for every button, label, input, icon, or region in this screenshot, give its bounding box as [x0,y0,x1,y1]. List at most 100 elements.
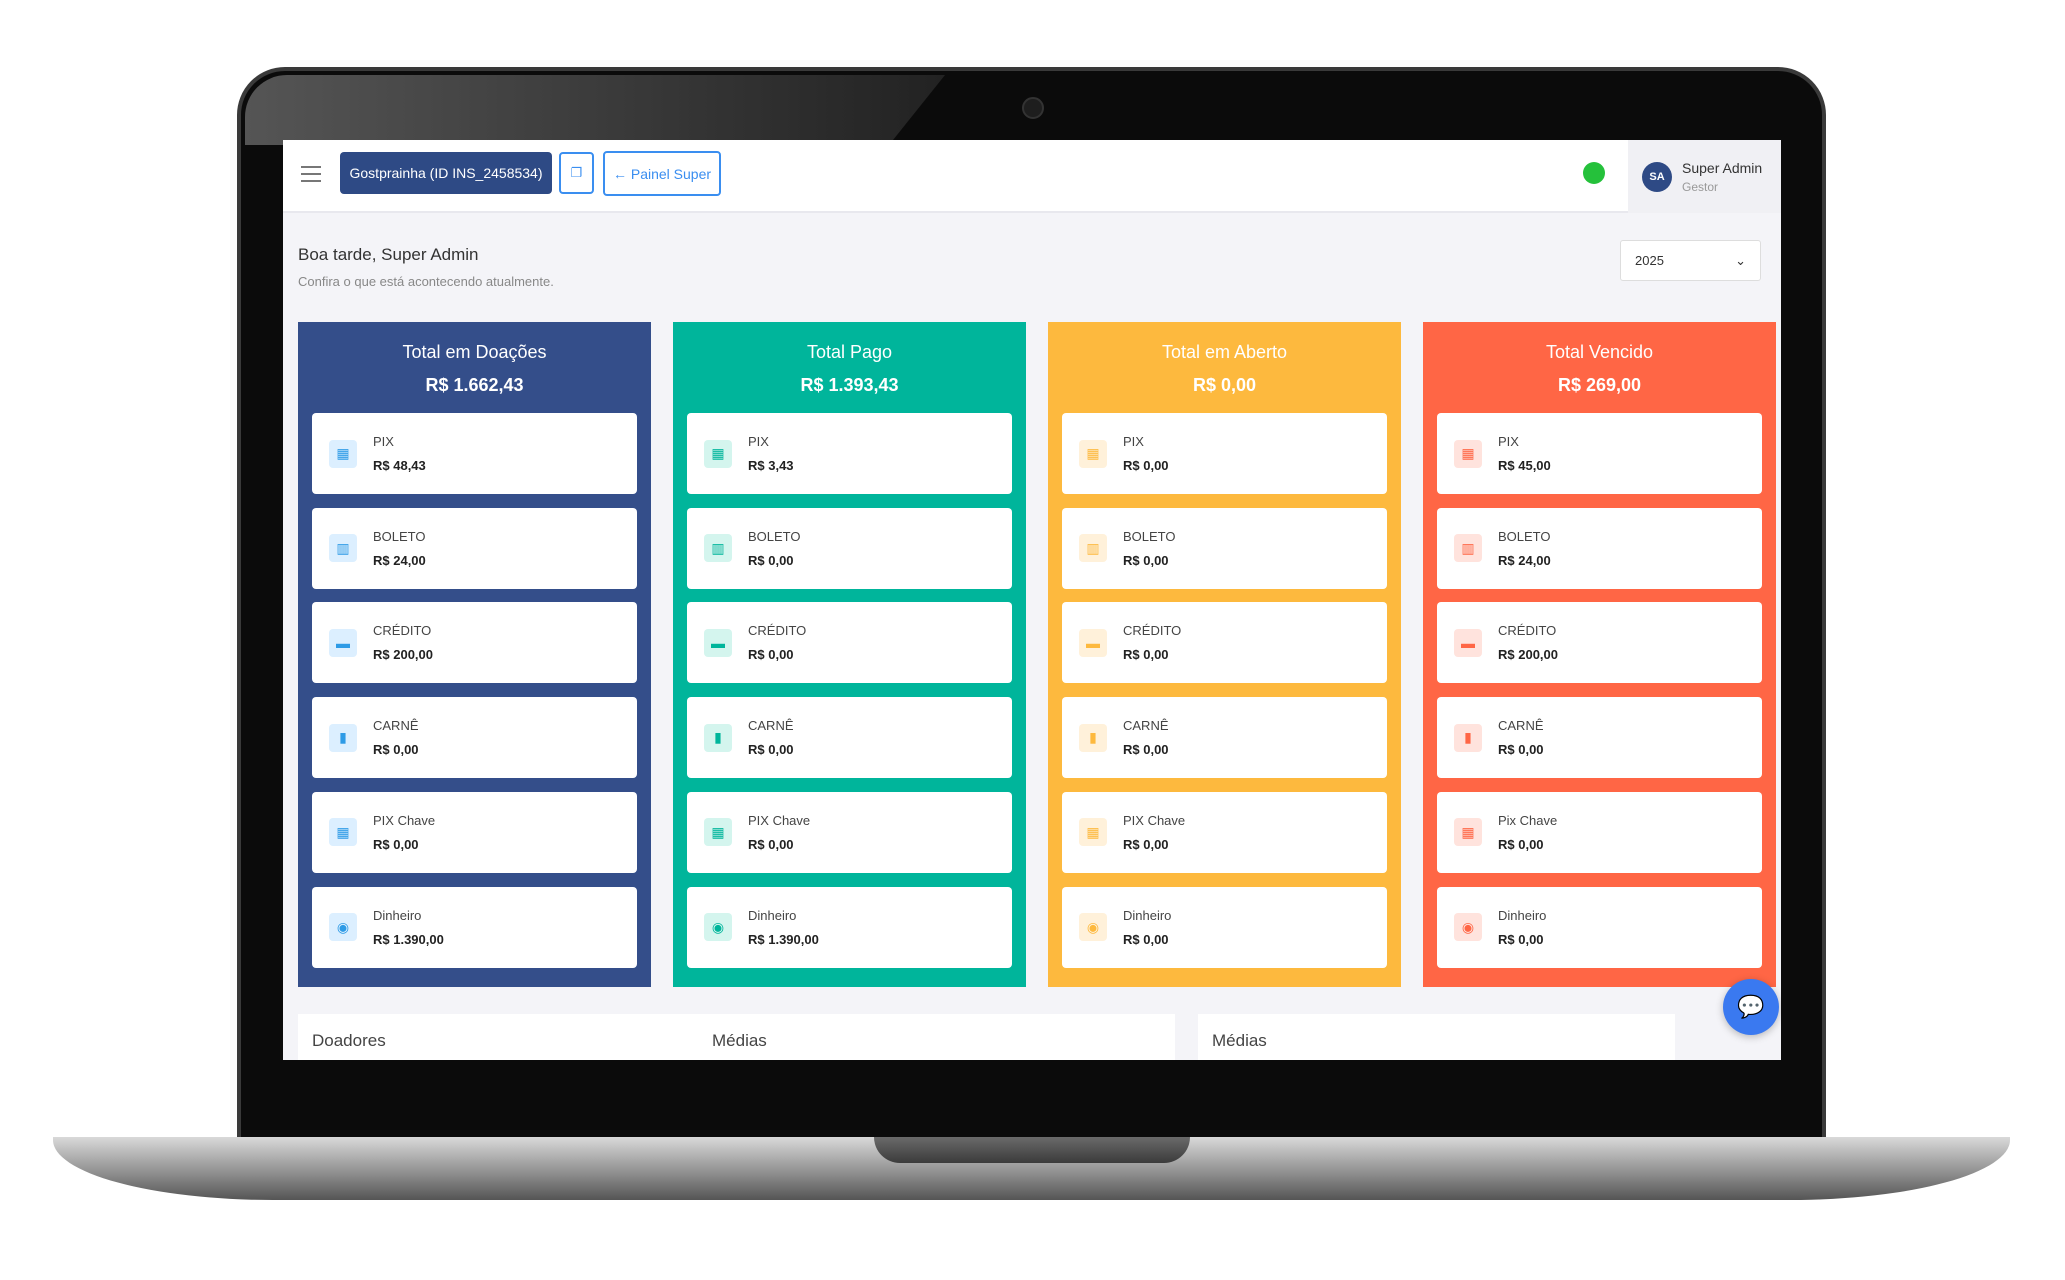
qr-code-icon: ▦ [1079,439,1107,468]
payment-value: R$ 0,00 [1498,742,1544,758]
camera-icon [1022,97,1044,119]
payment-value: R$ 45,00 [1498,458,1551,473]
payment-card: ▦ PIX R$ 3,43 [687,413,1012,494]
credit-card-icon: ▬ [1454,628,1482,657]
summary-column: Total em Aberto R$ 0,00 ▦ PIX R$ 0,00 ▥ BOLETO… [1048,322,1401,987]
payment-value: R$ 0,00 [373,836,419,852]
user-role: Gestor [1682,179,1719,194]
avatar: SA [1642,161,1672,192]
credit-card-icon: ▬ [1079,628,1107,657]
payment-value: R$ 200,00 [373,647,433,663]
payment-label: PIX [373,434,394,449]
year-select[interactable]: 2025 ⌄ [1620,240,1761,281]
year-value: 2025 [1635,253,1664,268]
pix-key-icon: ▦ [704,818,732,847]
copy-button[interactable]: ❐ [559,152,594,194]
painel-super-button[interactable]: ← Painel Super [603,151,721,196]
payment-card: ▥ BOLETO R$ 24,00 [312,507,637,589]
payment-value: R$ 0,00 [373,742,419,758]
menu-icon[interactable] [301,166,321,182]
payment-value: R$ 0,00 [1123,931,1169,947]
chevron-down-icon: ⌄ [1735,252,1746,268]
column-amount: R$ 0,00 [1192,375,1257,395]
qr-code-icon: ▦ [704,439,732,468]
summary-column: Total Vencido R$ 269,00 ▦ PIX R$ 45,00 ▥ BOLET… [1423,322,1776,987]
money-icon: ◉ [329,913,357,941]
qr-code-icon: ▦ [329,439,357,468]
payment-card: ▥ BOLETO R$ 0,00 [1062,507,1387,589]
payment-value: R$ 1.390,00 [373,931,444,947]
pix-key-icon: ▦ [1079,818,1107,847]
payment-label: BOLETO [1123,528,1176,544]
laptop-notch [874,1137,1190,1163]
payment-value: R$ 0,00 [748,742,794,758]
payment-card: ▦ PIX Chave R$ 0,00 [687,791,1012,873]
payment-label: BOLETO [1498,528,1551,544]
panel-medias-2: Médias [1198,1014,1675,1060]
payment-card: ▦ PIX R$ 0,00 [1062,413,1387,494]
payment-value: R$ 0,00 [1498,931,1544,947]
column-title: Total Vencido [1545,342,1654,362]
payment-card: ▬ CRÉDITO R$ 200,00 [1437,602,1762,684]
payment-card: ▬ CRÉDITO R$ 0,00 [687,602,1012,684]
user-name: Super Admin [1682,159,1763,176]
credit-card-icon: ▬ [329,628,357,657]
payment-value: R$ 3,43 [748,458,794,473]
payment-card: ▦ Pix Chave R$ 0,00 [1437,791,1762,873]
payment-card: ◉ Dinheiro R$ 0,00 [1062,886,1387,968]
payment-label: PIX [748,434,769,449]
column-amount: R$ 1.662,43 [425,375,524,395]
money-icon: ◉ [1079,913,1107,941]
pix-key-icon: ▦ [329,818,357,847]
column-title: Total em Doações [402,342,547,362]
barcode-icon: ▥ [329,534,357,563]
payment-label: CRÉDITO [748,623,807,639]
summary-column: Total em Doações R$ 1.662,43 ▦ PIX R$ 48,43 ▥… [298,322,651,987]
panel-medias: Médias [698,1014,1175,1060]
summary-column: Total Pago R$ 1.393,43 ▦ PIX R$ 3,43 ▥ BOLETO R… [673,322,1026,987]
payment-card: ◉ Dinheiro R$ 1.390,00 [687,886,1012,968]
payment-label: CRÉDITO [1498,623,1557,639]
column-title: Total Pago [806,342,893,362]
payment-label: PIX Chave [748,812,811,828]
chat-button[interactable]: 💬 [1723,979,1779,1035]
payment-label: CARNÊ [1498,718,1544,734]
column-amount: R$ 1.393,43 [800,375,899,395]
payment-label: CARNÊ [373,718,419,734]
carne-icon: ▮ [704,723,732,752]
payment-card: ▬ CRÉDITO R$ 0,00 [1062,602,1387,684]
payment-label: Dinheiro [1123,907,1172,923]
payment-value: R$ 48,43 [373,458,426,473]
payment-label: BOLETO [748,528,801,544]
barcode-icon: ▥ [704,534,732,563]
column-title: Total em Aberto [1161,342,1288,362]
payment-value: R$ 0,00 [748,552,794,568]
payment-card: ▮ CARNÊ R$ 0,00 [1062,697,1387,779]
payment-label: Dinheiro [373,907,422,923]
payment-value: R$ 0,00 [1123,836,1169,852]
payment-value: R$ 0,00 [748,836,794,852]
chat-icon: 💬 [1737,994,1765,1019]
payment-label: Pix Chave [1498,812,1558,828]
payment-label: CARNÊ [748,718,794,734]
payment-label: CARNÊ [1123,718,1169,734]
credit-card-icon: ▬ [704,628,732,657]
payment-value: R$ 0,00 [748,647,794,663]
carne-icon: ▮ [1454,723,1482,752]
money-icon: ◉ [1454,913,1482,941]
payment-card: ▦ PIX Chave R$ 0,00 [312,791,637,873]
payment-card: ▦ PIX Chave R$ 0,00 [1062,791,1387,873]
payment-label: PIX [1498,434,1519,449]
user-menu[interactable]: SA Super Admin Gestor [1628,140,1781,213]
payment-value: R$ 24,00 [373,552,426,568]
payment-card: ▥ BOLETO R$ 0,00 [687,507,1012,589]
payment-label: CRÉDITO [1123,623,1182,639]
money-icon: ◉ [704,913,732,941]
payment-value: R$ 0,00 [1123,742,1169,758]
qr-code-icon: ▦ [1454,439,1482,468]
payment-value: R$ 200,00 [1498,647,1558,663]
carne-icon: ▮ [329,723,357,752]
organization-button[interactable]: Gostprainha (ID INS_2458534) [340,152,552,194]
payment-value: R$ 0,00 [1123,647,1169,663]
whatsapp-icon[interactable] [1583,162,1605,184]
